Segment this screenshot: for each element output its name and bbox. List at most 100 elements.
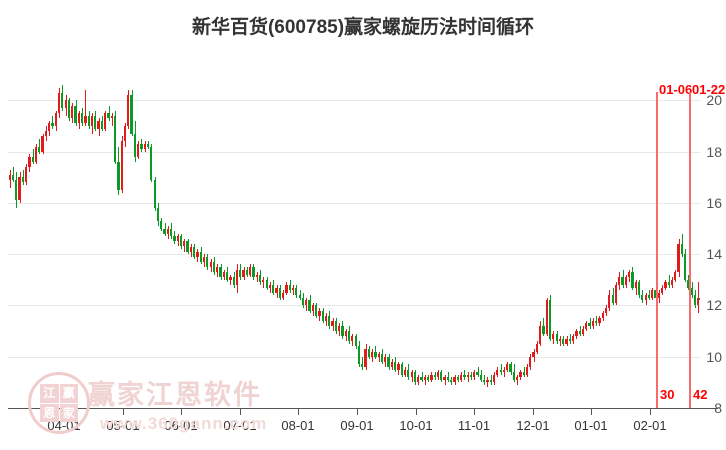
candle-body <box>18 177 21 201</box>
candle-body <box>11 174 15 180</box>
candle-wick <box>698 282 699 314</box>
candle-body <box>595 320 598 324</box>
candle-body <box>410 372 413 378</box>
candle-body <box>288 284 291 291</box>
candle-body <box>71 105 74 119</box>
candle-body <box>525 366 529 375</box>
candle-body <box>519 372 522 378</box>
cycle-date-label: 01-06 <box>659 82 693 97</box>
candle-body <box>351 336 354 342</box>
candle-body <box>311 305 314 311</box>
candle-wick <box>468 372 469 383</box>
candle-body <box>423 377 426 380</box>
watermark-url: www.360gann.com <box>100 414 268 433</box>
candle-body <box>163 228 166 234</box>
candle-body <box>499 369 502 373</box>
x-axis-tick-label: 11-01 <box>457 418 491 433</box>
candle-body <box>202 256 206 262</box>
candle-body <box>295 287 298 296</box>
candle-wick <box>636 279 637 296</box>
candle-body <box>427 377 430 380</box>
candle-body <box>34 146 38 162</box>
candle-body <box>545 300 548 334</box>
gridline <box>8 305 700 307</box>
candle-body <box>334 320 337 332</box>
x-axis-tick <box>357 409 358 415</box>
candle-body <box>61 92 64 109</box>
brand-seal-icon: 江赢恩家 <box>28 372 90 434</box>
candle-body <box>555 333 558 342</box>
candle-body <box>657 292 660 298</box>
candle-body <box>608 295 611 309</box>
x-axis-tick-label: 06-01 <box>164 418 198 433</box>
candle-body <box>443 377 446 380</box>
candle-body <box>604 308 608 314</box>
candle-body <box>206 256 209 267</box>
candle-body <box>255 274 258 278</box>
candle-body <box>641 295 644 301</box>
gridline <box>8 356 700 358</box>
candle-body <box>341 325 344 337</box>
candle-body <box>601 313 604 319</box>
candle-body <box>216 267 219 273</box>
candle-body <box>400 364 403 375</box>
candle-wick <box>257 272 258 283</box>
x-axis-tick <box>298 409 299 415</box>
candle-body <box>628 272 631 278</box>
candle-body <box>84 115 87 124</box>
candle-wick <box>580 325 581 337</box>
seal-character: 恩 <box>40 403 59 422</box>
candle-body <box>275 287 278 293</box>
candle-body <box>249 267 252 275</box>
candle-wick <box>263 277 264 288</box>
x-axis-tick-label: 09-01 <box>340 418 374 433</box>
candle-body <box>44 131 47 137</box>
candle-body <box>371 351 374 357</box>
candle-body <box>515 377 519 380</box>
candle-body <box>492 374 496 383</box>
candle-body <box>28 156 31 168</box>
candle-body <box>651 290 654 298</box>
candle-body <box>680 243 683 255</box>
candle-body <box>245 269 249 275</box>
candle-body <box>377 354 380 357</box>
candle-body <box>268 284 272 288</box>
candle-body <box>176 236 179 242</box>
y-axis-tick-label: 16 <box>706 194 722 211</box>
candle-body <box>618 277 621 285</box>
candle-wick <box>112 113 113 126</box>
candle-body <box>81 113 84 124</box>
candle-wick <box>524 366 525 378</box>
candle-body <box>298 295 301 298</box>
candle-body <box>272 284 275 293</box>
candle-body <box>407 369 410 378</box>
candle-body <box>463 374 466 378</box>
candle-body <box>107 113 110 119</box>
candle-body <box>634 282 637 288</box>
candle-body <box>687 279 690 288</box>
seal-character: 赢 <box>59 384 78 403</box>
candle-body <box>588 323 591 326</box>
candle-wick <box>517 374 518 385</box>
candle-body <box>90 115 94 126</box>
candle-body <box>308 300 311 311</box>
candle-body <box>446 377 450 380</box>
candle-body <box>94 115 97 129</box>
candle-body <box>291 287 295 291</box>
x-axis-tick <box>181 409 182 415</box>
candle-body <box>305 300 308 306</box>
candle-body <box>542 325 545 334</box>
candle-body <box>226 272 229 280</box>
candle-body <box>117 161 120 191</box>
last-price-line <box>699 297 700 300</box>
candle-body <box>690 287 693 296</box>
candle-body <box>384 356 387 362</box>
candle-body <box>572 336 575 342</box>
candle-body <box>697 297 700 306</box>
candle-body <box>209 261 212 267</box>
candle-body <box>483 379 486 383</box>
gridline <box>8 100 700 102</box>
candle-wick <box>230 274 231 285</box>
candle-body <box>196 251 199 257</box>
candle-body <box>282 292 285 298</box>
